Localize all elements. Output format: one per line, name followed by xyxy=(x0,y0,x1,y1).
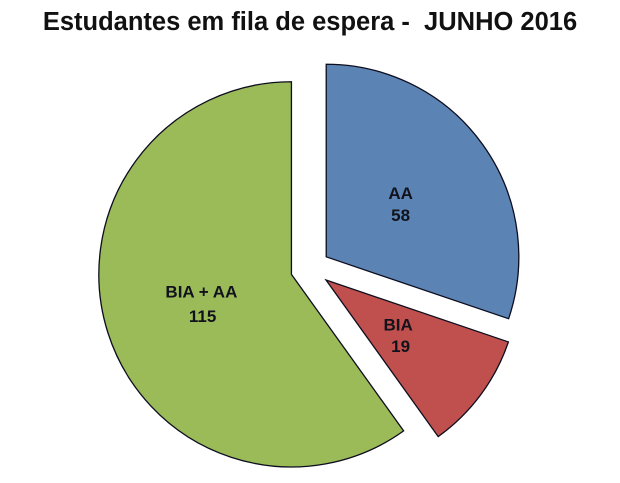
svg-text:19: 19 xyxy=(391,337,410,356)
svg-text:BIA: BIA xyxy=(383,316,412,335)
svg-text:58: 58 xyxy=(391,206,410,225)
svg-text:BIA + AA: BIA + AA xyxy=(165,283,237,302)
svg-text:AA: AA xyxy=(388,184,413,203)
svg-text:115: 115 xyxy=(189,307,216,326)
